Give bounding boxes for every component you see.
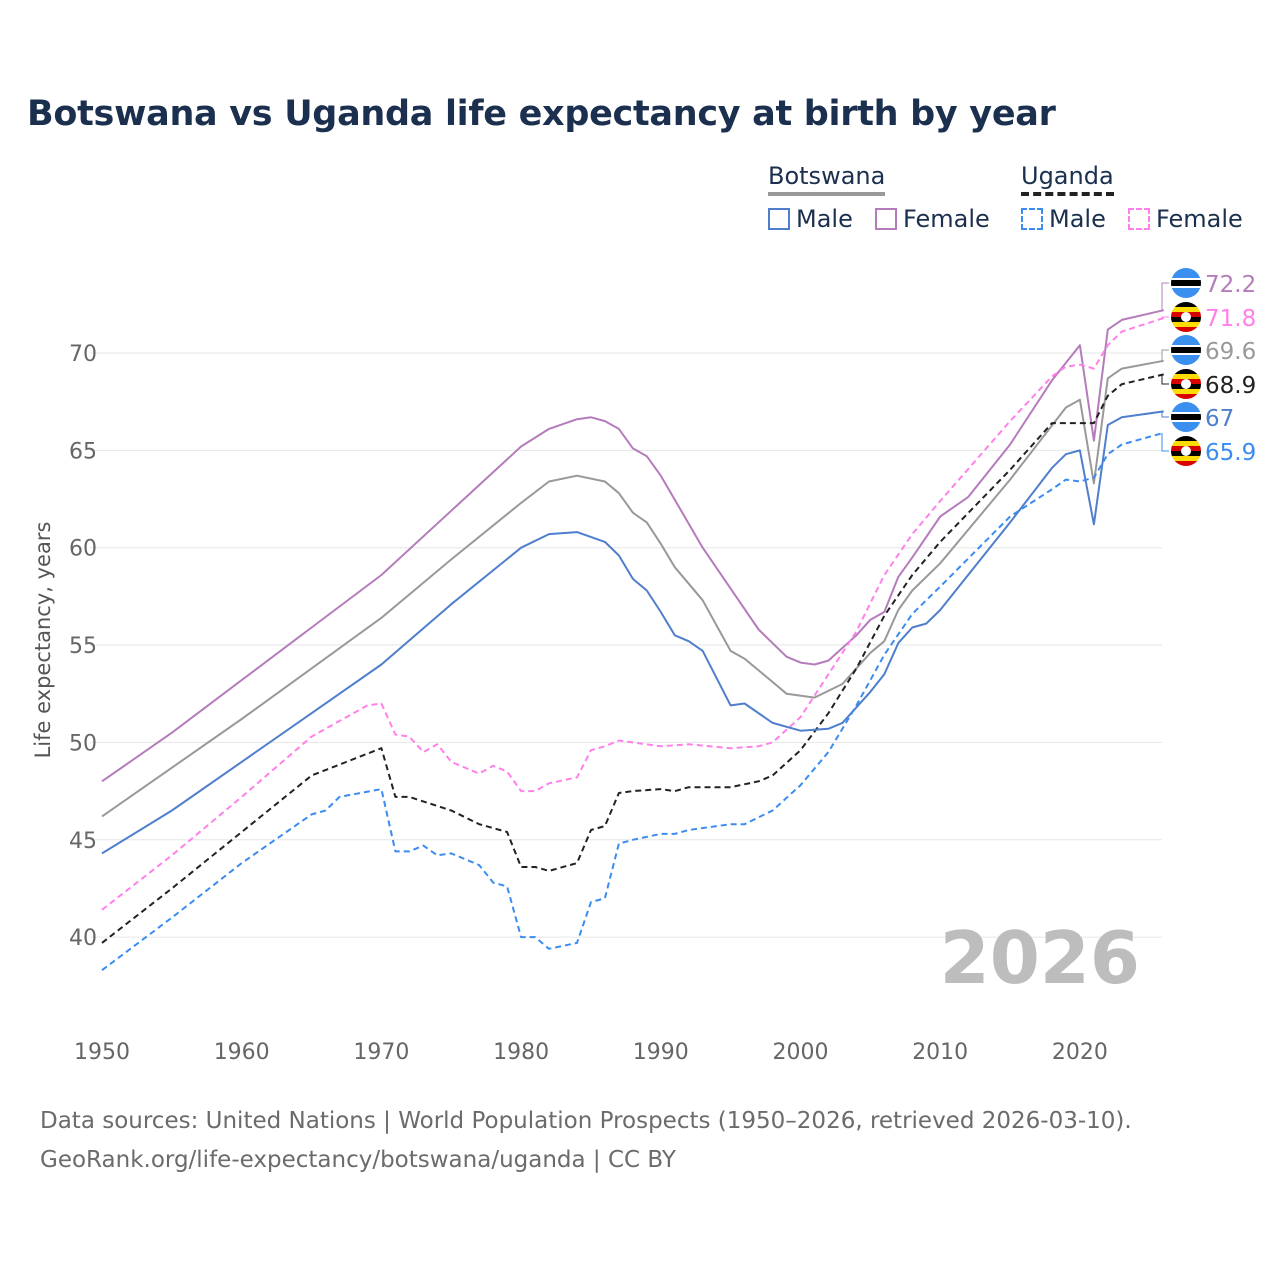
flag-emblem: [1181, 312, 1191, 322]
end-value-label: 69.6: [1205, 339, 1256, 365]
x-tick-label: 1990: [633, 1040, 689, 1065]
flag-stripe: [1171, 302, 1201, 307]
end-value-label: 65.9: [1205, 440, 1256, 466]
label-connector: [1161, 432, 1169, 452]
label-connector: [1161, 282, 1169, 311]
series-line-uganda-male: [101, 431, 1164, 971]
label-connector: [1161, 374, 1169, 385]
flag-stripe: [1171, 461, 1201, 466]
flag-body: [1171, 402, 1201, 432]
end-value-label: 67: [1205, 406, 1234, 432]
x-tick-label: 1950: [74, 1040, 130, 1065]
flag-body: [1171, 369, 1201, 399]
legend-label: Male: [1049, 205, 1106, 233]
botswana-flag-icon: [1171, 268, 1201, 298]
legend-botswana-male[interactable]: Male: [768, 205, 853, 233]
flag-stripe: [1171, 327, 1201, 332]
label-connector: [1161, 316, 1169, 318]
legend-swatch: [875, 208, 897, 230]
flag-body: [1171, 436, 1201, 466]
flag-stripe: [1171, 456, 1201, 461]
label-connector: [1161, 349, 1169, 361]
series-line-botswana-male: [101, 410, 1164, 855]
x-tick-label: 1960: [214, 1040, 270, 1065]
flag-stripe: [1171, 441, 1201, 446]
label-connector: [1161, 411, 1169, 418]
x-tick-label: 1980: [493, 1040, 549, 1065]
y-tick-label: 70: [69, 342, 97, 367]
series-line-uganda: [101, 373, 1164, 944]
botswana-flag-icon: [1171, 402, 1201, 432]
botswana-flag-icon: [1171, 335, 1201, 365]
uganda-flag-icon: [1171, 302, 1201, 332]
uganda-flag-icon: [1171, 436, 1201, 466]
series-line-botswana: [101, 359, 1164, 818]
legend-botswana-female[interactable]: Female: [875, 205, 990, 233]
footer-sources: Data sources: United Nations | World Pop…: [40, 1108, 1132, 1134]
uganda-flag-icon: [1171, 369, 1201, 399]
end-value-label: 72.2: [1205, 272, 1256, 298]
flag-stripe: [1171, 389, 1201, 394]
flag-body: [1171, 302, 1201, 332]
flag-stripe: [1171, 322, 1201, 327]
legend-label: Male: [796, 205, 853, 233]
series-line-botswana-female: [101, 309, 1164, 783]
y-tick-label: 40: [69, 926, 97, 951]
y-tick-label: 65: [69, 439, 97, 464]
flag-black: [1171, 280, 1201, 286]
footer-link[interactable]: GeoRank.org/life-expectancy/botswana/uga…: [40, 1147, 676, 1173]
chart-title: Botswana vs Uganda life expectancy at bi…: [27, 94, 1056, 134]
x-tick-label: 1970: [353, 1040, 409, 1065]
x-tick-label: 2020: [1052, 1040, 1108, 1065]
legend-swatch: [1021, 208, 1043, 230]
flag-stripe: [1171, 436, 1201, 441]
legend-label: Female: [903, 205, 990, 233]
flag-body: [1171, 268, 1201, 298]
flag-emblem: [1181, 379, 1191, 389]
y-tick-label: 45: [69, 829, 97, 854]
legend-uganda-female[interactable]: Female: [1128, 205, 1243, 233]
flag-stripe: [1171, 369, 1201, 374]
legend-uganda-male[interactable]: Male: [1021, 205, 1106, 233]
y-axis-label: Life expectancy, years: [31, 522, 55, 759]
flag-black: [1171, 347, 1201, 353]
legend-country-botswana: Botswana: [768, 162, 886, 196]
legend-label: Female: [1156, 205, 1243, 233]
flag-stripe: [1171, 394, 1201, 399]
x-tick-label: 2010: [912, 1040, 968, 1065]
y-tick-label: 60: [69, 537, 97, 562]
end-value-label: 68.9: [1205, 373, 1256, 399]
y-tick-label: 55: [69, 634, 97, 659]
legend-country-uganda: Uganda: [1021, 162, 1114, 196]
flag-stripe: [1171, 307, 1201, 312]
year-watermark: 2026: [940, 916, 1140, 1000]
y-tick-label: 50: [69, 731, 97, 756]
x-tick-label: 2000: [773, 1040, 829, 1065]
end-value-label: 71.8: [1205, 306, 1256, 332]
flag-black: [1171, 414, 1201, 420]
series-line-uganda-female: [101, 317, 1165, 911]
flag-emblem: [1181, 446, 1191, 456]
flag-body: [1171, 335, 1201, 365]
legend-swatch: [768, 208, 790, 230]
legend-swatch: [1128, 208, 1150, 230]
flag-stripe: [1171, 374, 1201, 379]
